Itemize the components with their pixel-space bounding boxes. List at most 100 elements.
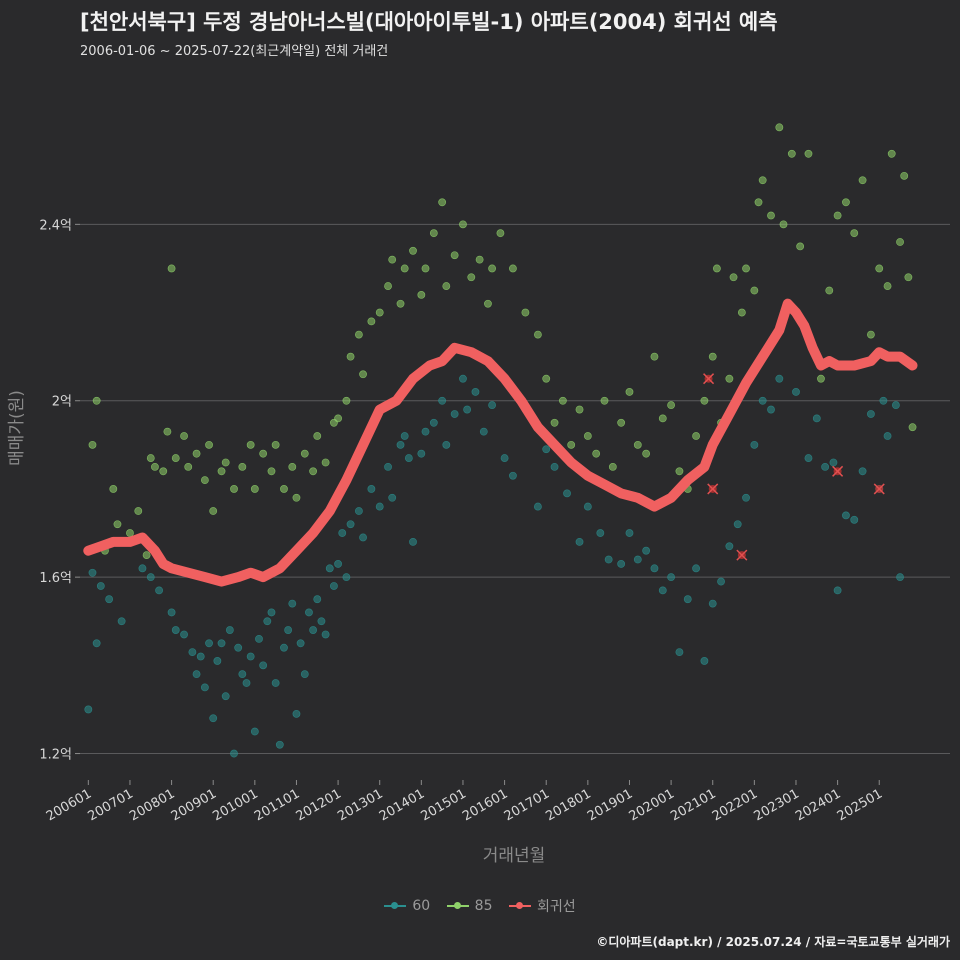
point-60 xyxy=(404,454,413,462)
legend-key-85 xyxy=(446,900,469,912)
point-85 xyxy=(488,264,497,273)
point-60 xyxy=(725,542,734,551)
point-60 xyxy=(384,462,392,471)
point-60 xyxy=(84,705,93,714)
point-85 xyxy=(675,467,684,476)
point-85 xyxy=(250,485,259,493)
point-60 xyxy=(313,595,322,604)
point-60 xyxy=(209,714,218,723)
point-85 xyxy=(817,374,825,383)
point-85 xyxy=(567,440,576,449)
point-85 xyxy=(642,449,651,458)
point-85 xyxy=(230,485,238,493)
point-60 xyxy=(330,582,338,590)
point-60 xyxy=(388,493,397,502)
point-60 xyxy=(300,670,309,679)
point-85 xyxy=(475,255,484,264)
point-60 xyxy=(242,679,251,687)
x-tick-label: 200901 xyxy=(169,786,219,824)
point-60 xyxy=(758,396,767,405)
point-85 xyxy=(417,291,426,299)
point-60 xyxy=(596,529,605,537)
point-60 xyxy=(105,595,114,604)
point-60 xyxy=(346,520,355,529)
legend-item-60: 60 xyxy=(384,898,430,914)
point-85 xyxy=(904,273,913,282)
point-85 xyxy=(725,374,734,383)
highlight-cross xyxy=(736,549,748,561)
point-85 xyxy=(575,405,584,414)
point-85 xyxy=(288,462,297,471)
point-85 xyxy=(163,427,172,436)
point-85 xyxy=(712,264,721,273)
x-tick-label: 201501 xyxy=(418,786,468,824)
point-85 xyxy=(205,440,213,449)
x-axis-ticks xyxy=(87,780,880,785)
point-60 xyxy=(812,414,821,423)
x-tick-label: 202101 xyxy=(668,786,718,824)
point-60 xyxy=(205,639,213,648)
point-85 xyxy=(459,220,467,229)
point-60 xyxy=(733,520,742,529)
x-tick-label: 201901 xyxy=(585,786,635,824)
point-60 xyxy=(255,634,263,643)
chart-title: [천안서북구] 두정 경남아너스빌(대아아이투빌-1) 아파트(2004) 회귀… xyxy=(80,10,778,34)
x-tick-label: 200801 xyxy=(127,786,177,824)
point-85 xyxy=(729,273,738,282)
point-60 xyxy=(563,489,571,498)
point-60 xyxy=(459,374,467,383)
point-60 xyxy=(296,639,305,648)
point-85 xyxy=(109,485,118,493)
point-85 xyxy=(750,286,759,295)
gridlines xyxy=(75,223,950,755)
point-60 xyxy=(155,586,163,595)
point-60 xyxy=(438,396,447,405)
highlight-cross xyxy=(703,373,715,385)
x-tick-label: 201801 xyxy=(543,786,593,824)
point-60 xyxy=(321,630,330,639)
point-85 xyxy=(300,449,309,458)
point-60 xyxy=(117,617,126,626)
point-60 xyxy=(288,599,297,608)
highlight-cross xyxy=(707,483,719,495)
point-60 xyxy=(858,467,867,476)
point-85 xyxy=(742,264,750,273)
x-tick-label: 200701 xyxy=(85,786,135,824)
point-85 xyxy=(342,396,351,405)
point-85 xyxy=(400,264,409,273)
point-85 xyxy=(650,352,659,361)
point-60 xyxy=(642,546,651,555)
x-tick-label: 201301 xyxy=(335,786,385,824)
point-85 xyxy=(875,264,884,273)
point-60 xyxy=(488,401,497,410)
point-85 xyxy=(692,432,700,440)
regression-line-group xyxy=(83,298,918,587)
point-60 xyxy=(533,502,542,511)
point-85 xyxy=(896,238,904,246)
point-60 xyxy=(305,608,313,617)
point-60 xyxy=(88,568,97,577)
point-85 xyxy=(850,229,859,238)
point-60 xyxy=(717,577,725,586)
point-85 xyxy=(159,467,168,476)
x-tick-label: 202201 xyxy=(710,786,760,824)
point-85 xyxy=(608,462,617,471)
point-60 xyxy=(792,388,800,396)
point-85 xyxy=(787,149,796,158)
point-85 xyxy=(246,440,255,449)
point-60 xyxy=(367,485,376,493)
x-tick-label: 201401 xyxy=(377,786,427,824)
regression-line xyxy=(83,298,918,587)
point-60 xyxy=(221,692,230,701)
highlight-marks xyxy=(703,373,885,561)
point-60 xyxy=(471,388,480,396)
x-tick-label: 202501 xyxy=(835,786,885,824)
point-85 xyxy=(396,299,405,308)
point-85 xyxy=(509,264,517,273)
point-85 xyxy=(883,282,892,290)
legend-label-85: 85 xyxy=(474,898,493,914)
point-60 xyxy=(625,529,634,537)
point-85 xyxy=(167,264,176,273)
point-85 xyxy=(429,229,438,238)
